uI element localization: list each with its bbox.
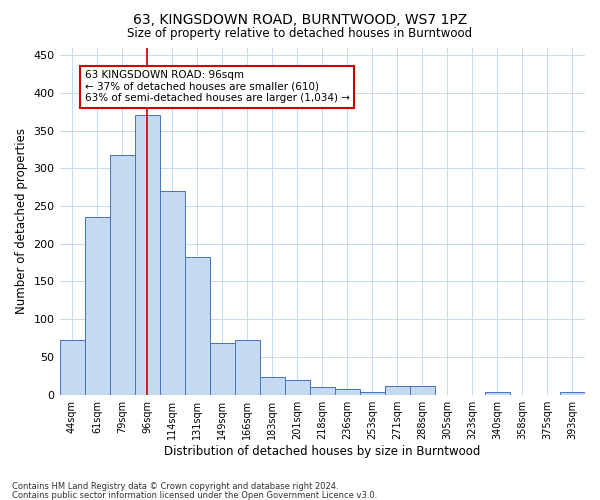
Bar [209,344,235,394]
Bar [160,191,185,394]
Bar [185,256,209,394]
Bar [134,116,160,394]
Bar [110,154,134,394]
Bar [310,387,335,394]
Text: 63 KINGSDOWN ROAD: 96sqm
← 37% of detached houses are smaller (610)
63% of semi-: 63 KINGSDOWN ROAD: 96sqm ← 37% of detach… [85,70,350,103]
Bar [285,380,310,394]
Text: Contains HM Land Registry data © Crown copyright and database right 2024.: Contains HM Land Registry data © Crown c… [12,482,338,491]
Text: Size of property relative to detached houses in Burntwood: Size of property relative to detached ho… [127,28,473,40]
Y-axis label: Number of detached properties: Number of detached properties [15,128,28,314]
X-axis label: Distribution of detached houses by size in Burntwood: Distribution of detached houses by size … [164,444,481,458]
Bar [410,386,435,394]
Bar [385,386,410,394]
Bar [485,392,510,394]
Text: 63, KINGSDOWN ROAD, BURNTWOOD, WS7 1PZ: 63, KINGSDOWN ROAD, BURNTWOOD, WS7 1PZ [133,12,467,26]
Bar [560,392,585,394]
Bar [260,376,285,394]
Text: Contains public sector information licensed under the Open Government Licence v3: Contains public sector information licen… [12,490,377,500]
Bar [335,388,360,394]
Bar [59,340,85,394]
Bar [85,218,110,394]
Bar [235,340,260,394]
Bar [360,392,385,394]
